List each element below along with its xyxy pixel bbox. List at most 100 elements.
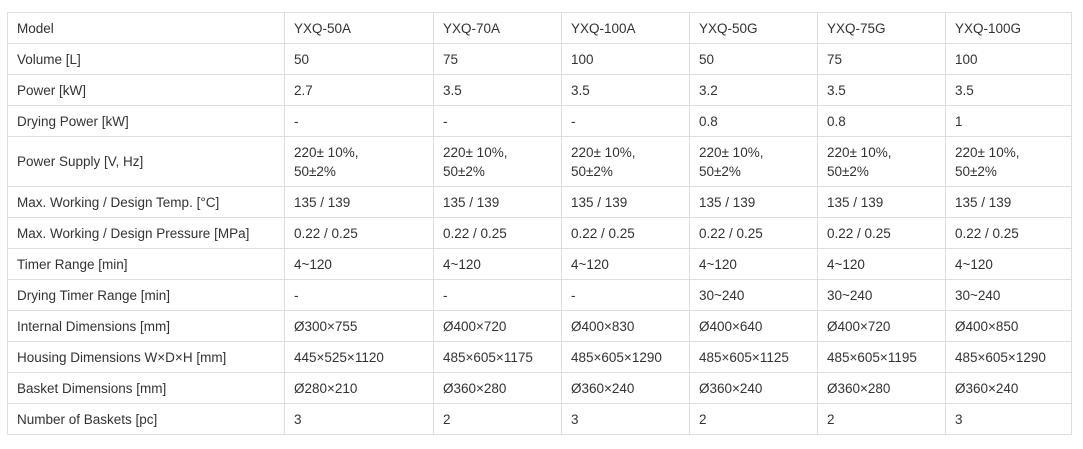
table-cell: 4~120 [689, 248, 818, 280]
cell-line: 220± 10%, [699, 144, 764, 160]
table-cell: 50 [689, 43, 818, 75]
table-cell: 485×605×1290 [561, 341, 690, 373]
table-cell: Ø360×240 [945, 372, 1072, 404]
cell-line: 50±2% [699, 163, 741, 179]
table-cell: 135 / 139 [689, 186, 818, 218]
table-body: Model YXQ-50A YXQ-70A YXQ-100A YXQ-50G YXQ-75… [7, 12, 1072, 435]
row-label: Timer Range [min] [7, 248, 285, 280]
table-cell: 135 / 139 [284, 186, 434, 218]
table-cell: - [561, 105, 690, 137]
table-cell: 135 / 139 [945, 186, 1072, 218]
table-cell: 135 / 139 [433, 186, 562, 218]
table-cell: 50 [284, 43, 434, 75]
table-cell: 4~120 [561, 248, 690, 280]
table-cell: 3.5 [561, 74, 690, 106]
table-cell: 220± 10%, 50±2% [561, 136, 690, 187]
header-cell: YXQ-75G [817, 12, 946, 44]
row-label: Volume [L] [7, 43, 285, 75]
row-label: Power [kW] [7, 74, 285, 106]
table-cell: Ø360×280 [817, 372, 946, 404]
header-cell: YXQ-70A [433, 12, 562, 44]
table-cell: Ø360×240 [561, 372, 690, 404]
table-cell: 30~240 [945, 279, 1072, 311]
table-cell: Ø400×850 [945, 310, 1072, 342]
table-cell: 485×605×1290 [945, 341, 1072, 373]
table-cell: 0.22 / 0.25 [817, 217, 946, 249]
table-cell: 445×525×1120 [284, 341, 434, 373]
table-cell: 220± 10%, 50±2% [433, 136, 562, 187]
header-row: Model YXQ-50A YXQ-70A YXQ-100A YXQ-50G YXQ-75… [7, 12, 1072, 44]
cell-line: 220± 10%, [827, 144, 892, 160]
header-cell: YXQ-50A [284, 12, 434, 44]
table-cell: Ø400×640 [689, 310, 818, 342]
table-cell: 4~120 [945, 248, 1072, 280]
table-row: Max. Working / Design Temp. [°C] 135 / 13… [7, 186, 1072, 218]
table-cell: 135 / 139 [817, 186, 946, 218]
table-cell: 4~120 [433, 248, 562, 280]
table-row: Drying Power [kW] - - -0.8 0.8 1 [7, 105, 1072, 137]
table-cell: Ø360×240 [689, 372, 818, 404]
table-cell: 2 [817, 403, 946, 435]
table-cell: 485×605×1175 [433, 341, 562, 373]
spec-table: Model YXQ-50A YXQ-70A YXQ-100A YXQ-50G YXQ-75… [7, 12, 1072, 435]
table-cell: 0.22 / 0.25 [284, 217, 434, 249]
table-cell: 75 [433, 43, 562, 75]
table-row: Housing Dimensions W×D×H [mm] 445×525×112… [7, 341, 1072, 373]
table-cell: 2.7 [284, 74, 434, 106]
table-cell: - [433, 279, 562, 311]
cell-line: 50±2% [571, 163, 613, 179]
table-cell: 30~240 [689, 279, 818, 311]
header-cell: Model [7, 12, 285, 44]
table-row: Number of Baskets [pc] 3 2 3 2 2 3 [7, 403, 1072, 435]
table-cell: 30~240 [817, 279, 946, 311]
table-cell: 3.5 [945, 74, 1072, 106]
table-cell: Ø280×210 [284, 372, 434, 404]
table-cell: 220± 10%, 50±2% [284, 136, 434, 187]
table-cell: - [433, 105, 562, 137]
table-row: Power [kW] 2.7 3.5 3.5 3.2 3.5 3.5 [7, 74, 1072, 106]
table-cell: 2 [689, 403, 818, 435]
row-label: Drying Timer Range [min] [7, 279, 285, 311]
table-row: Timer Range [min] 4~120 4~120 4~120 4~120 4~1… [7, 248, 1072, 280]
table-cell: 1 [945, 105, 1072, 137]
table-cell: 3 [945, 403, 1072, 435]
table-cell: 100 [561, 43, 690, 75]
header-cell: YXQ-50G [689, 12, 818, 44]
row-label: Number of Baskets [pc] [7, 403, 285, 435]
table-cell: 220± 10%, 50±2% [945, 136, 1072, 187]
row-label: Basket Dimensions [mm] [7, 372, 285, 404]
table-cell: 135 / 139 [561, 186, 690, 218]
table-cell: 0.8 [689, 105, 818, 137]
table-cell: 3.5 [433, 74, 562, 106]
cell-line: 50±2% [443, 163, 485, 179]
table-cell: - [561, 279, 690, 311]
cell-line: 50±2% [294, 163, 336, 179]
table-cell: 0.22 / 0.25 [689, 217, 818, 249]
table-cell: 0.22 / 0.25 [433, 217, 562, 249]
table-row: Max. Working / Design Pressure [MPa] 0.22… [7, 217, 1072, 249]
table-cell: 0.22 / 0.25 [945, 217, 1072, 249]
table-cell: 4~120 [284, 248, 434, 280]
header-cell: YXQ-100A [561, 12, 690, 44]
cell-line: 220± 10%, [955, 144, 1020, 160]
table-row: Drying Timer Range [min] - - -30~240 30~240 3… [7, 279, 1072, 311]
table-cell: 3.5 [817, 74, 946, 106]
table-cell: Ø400×720 [817, 310, 946, 342]
table-cell: Ø360×280 [433, 372, 562, 404]
row-label: Power Supply [V, Hz] [7, 136, 285, 187]
table-cell: 220± 10%, 50±2% [689, 136, 818, 187]
table-cell: 4~120 [817, 248, 946, 280]
row-label: Drying Power [kW] [7, 105, 285, 137]
table-row: Power Supply [V, Hz] 220± 10%, 50±2% 220± 1… [7, 136, 1072, 187]
cell-line: 50±2% [827, 163, 869, 179]
table-cell: Ø400×830 [561, 310, 690, 342]
row-label: Internal Dimensions [mm] [7, 310, 285, 342]
row-label: Max. Working / Design Temp. [°C] [7, 186, 285, 218]
table-row: Basket Dimensions [mm] Ø280×210 Ø360×280 Ø3… [7, 372, 1072, 404]
table-cell: 3 [284, 403, 434, 435]
table-cell: - [284, 105, 434, 137]
table-cell: 0.22 / 0.25 [561, 217, 690, 249]
table-cell: 75 [817, 43, 946, 75]
table-row: Volume [L] 50 75 100 50 75 100 [7, 43, 1072, 75]
